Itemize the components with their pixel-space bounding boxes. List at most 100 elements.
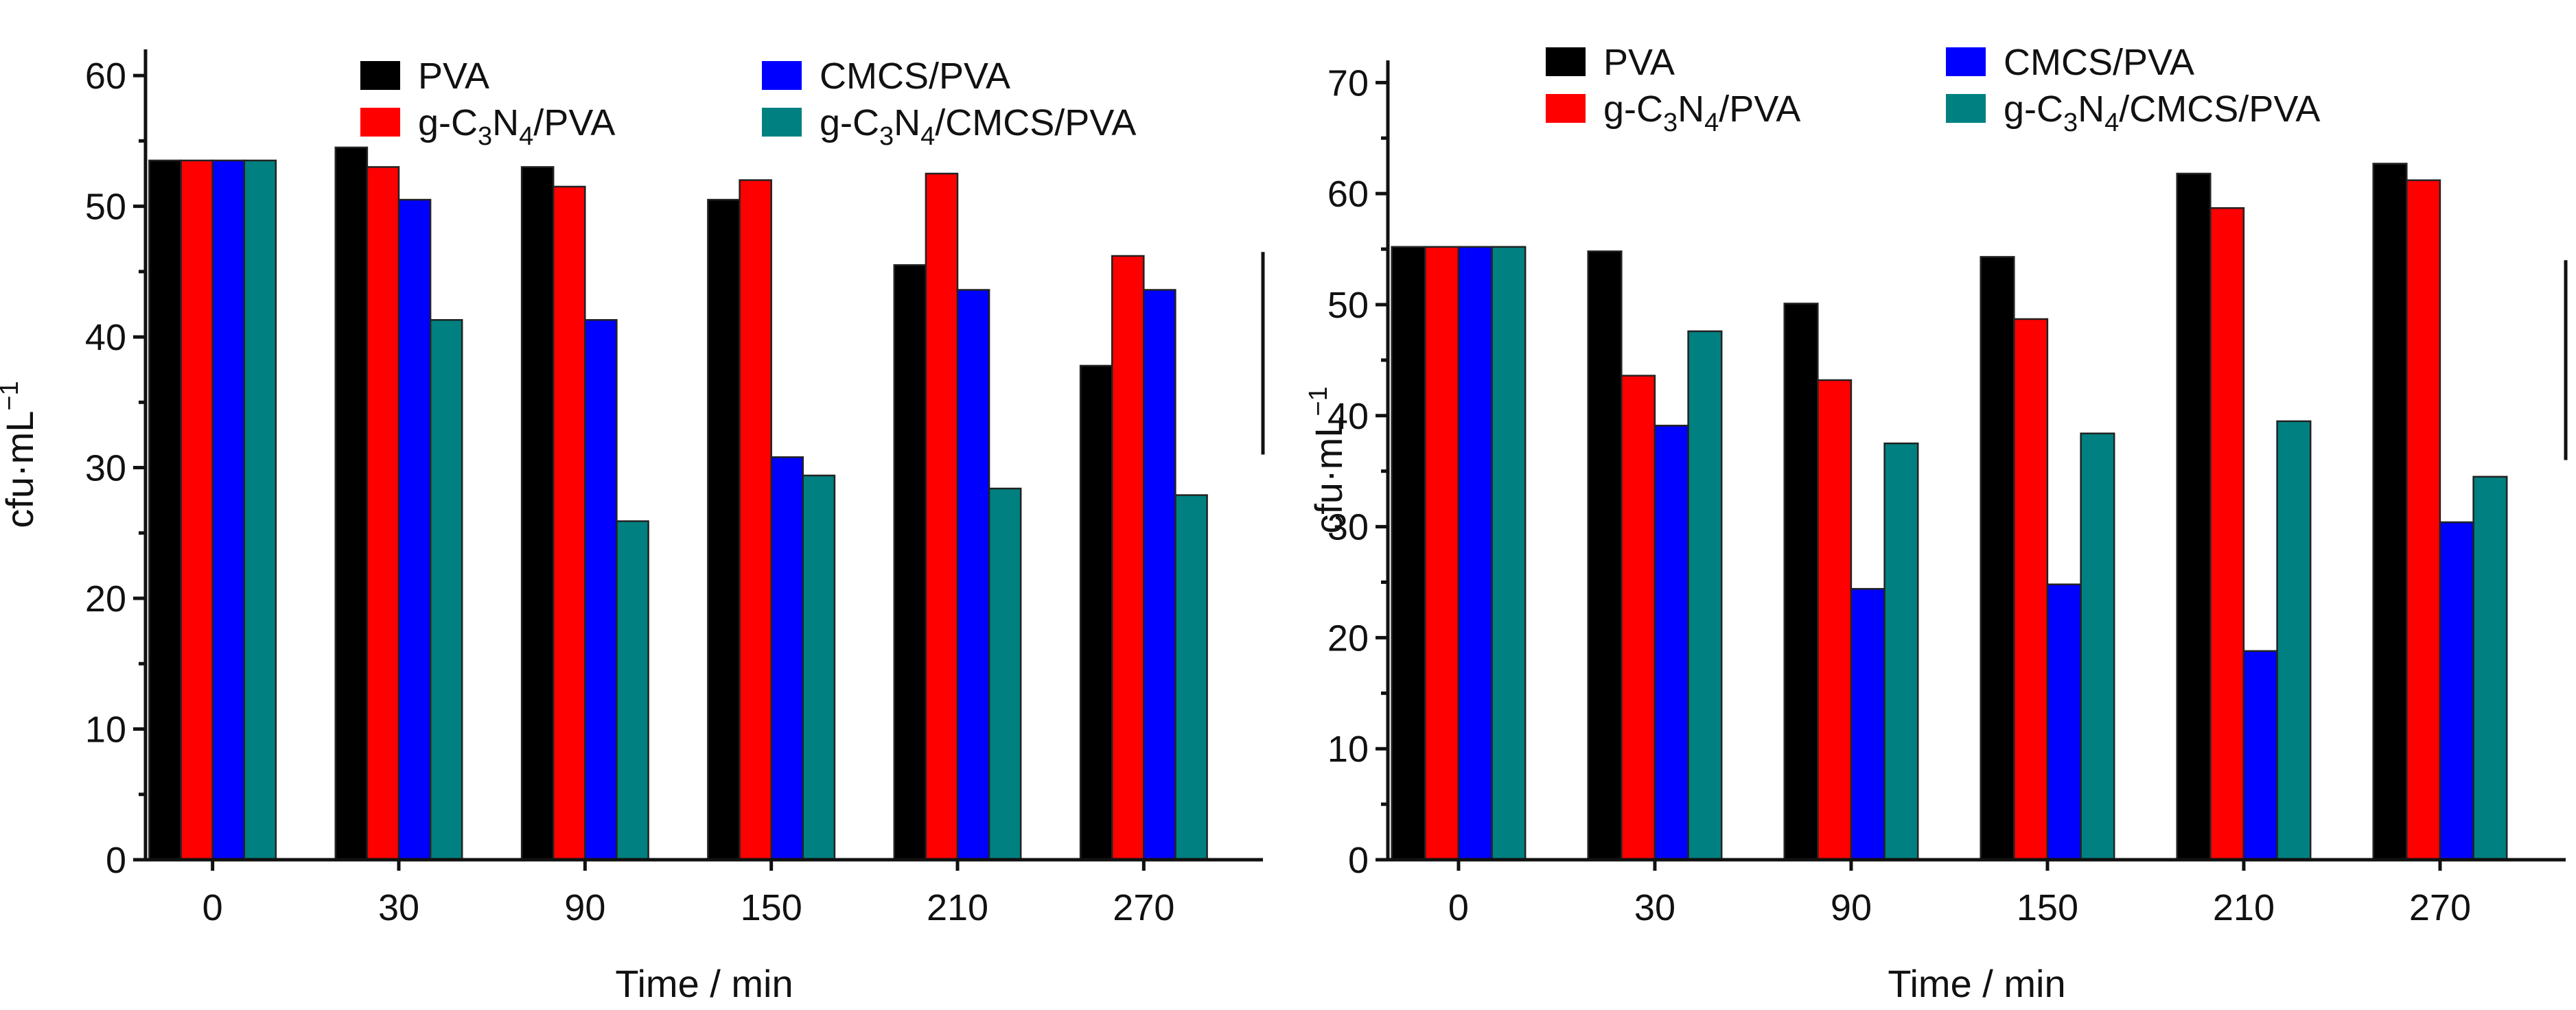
bar-g-c3n4-pva-30 xyxy=(1621,375,1656,861)
y-axis-title: cfu·mL−1 xyxy=(0,381,41,528)
legend-subscript: 4 xyxy=(920,122,935,151)
y-tick-label: 60 xyxy=(1327,174,1369,215)
bar-g-c3n4-cmcs-pva-90 xyxy=(616,520,649,861)
legend-text-part: /PVA xyxy=(533,102,615,143)
bar-pva-210 xyxy=(2176,172,2212,861)
bar-cmcs-pva-150 xyxy=(770,456,804,861)
legend-swatch xyxy=(360,108,400,137)
left-bar-chart: 0 10 20 30 40 50 60 0 30 90 150 210 270 Time / min cfu… xyxy=(0,49,1265,1005)
legend-text-part: N xyxy=(2078,89,2104,130)
x-tick-label: 90 xyxy=(1831,887,1872,928)
bar-g-c3n4-pva-150 xyxy=(2013,318,2049,861)
legend-swatch xyxy=(360,61,400,90)
y-tick-label: 50 xyxy=(85,187,126,228)
legend-swatch xyxy=(1946,94,1986,123)
legend-label: g-C3N4/CMCS/PVA xyxy=(2004,89,2320,137)
x-tick-label: 210 xyxy=(2213,887,2275,928)
bar-cmcs-pva-210 xyxy=(956,289,990,861)
legend-label: g-C3N4/PVA xyxy=(418,102,615,151)
bar-g-c3n4-pva-30 xyxy=(366,166,400,861)
y-tick-label: 20 xyxy=(85,578,126,620)
y-tick-label: 30 xyxy=(1327,507,1369,548)
legend-subscript: 4 xyxy=(1704,108,1719,137)
legend-text-part: CMCS/PVA xyxy=(2004,42,2194,83)
bar-g-c3n4-cmcs-pva-30 xyxy=(1687,330,1723,861)
legend-text-part: /PVA xyxy=(1719,89,1800,130)
bar-g-c3n4-pva-210 xyxy=(2209,207,2245,861)
legend-text-part: PVA xyxy=(1603,42,1675,83)
bar-g-c3n4-pva-90 xyxy=(1817,379,1853,861)
legend-swatch xyxy=(1946,47,1986,76)
bar-pva-90 xyxy=(520,166,555,861)
legend-text-part: g-C xyxy=(2004,89,2063,130)
legend-text-part: N xyxy=(492,102,519,143)
legend-text-part: PVA xyxy=(418,56,489,97)
bar-pva-150 xyxy=(1980,256,2015,861)
bar-cmcs-pva-90 xyxy=(1850,587,1885,861)
legend-label: g-C3N4/PVA xyxy=(1603,89,1800,137)
bar-pva-30 xyxy=(1587,250,1623,861)
bar-pva-30 xyxy=(334,146,369,861)
legend-label: CMCS/PVA xyxy=(2004,42,2194,83)
bar-pva-270 xyxy=(1079,364,1113,861)
y-tick-label: 0 xyxy=(106,840,126,881)
legend-swatch xyxy=(1546,47,1586,76)
legend-label: g-C3N4/CMCS/PVA xyxy=(820,102,1136,151)
bar-g-c3n4-cmcs-pva-150 xyxy=(2080,432,2115,861)
y-axis-title-superscript: −1 xyxy=(1304,386,1333,416)
x-tick-label: 0 xyxy=(202,887,223,928)
legend-subscript: 3 xyxy=(879,122,894,151)
y-tick-label: 70 xyxy=(1327,62,1369,104)
legend-swatch xyxy=(1546,94,1586,123)
legend-subscript: 4 xyxy=(519,122,533,151)
y-tick-label: 20 xyxy=(1327,618,1369,659)
x-tick-label: 90 xyxy=(564,887,605,928)
bar-g-c3n4-pva-270 xyxy=(2406,179,2441,861)
legend-subscript: 3 xyxy=(2063,108,2078,137)
y-tick-label: 40 xyxy=(1327,396,1369,437)
bar-cmcs-pva-210 xyxy=(2242,650,2278,861)
bar-cmcs-pva-270 xyxy=(2439,521,2474,861)
x-axis-title: Time / min xyxy=(1888,962,2065,1005)
bar-g-c3n4-cmcs-pva-270 xyxy=(1174,494,1208,861)
legend-text-part: N xyxy=(1678,89,1704,130)
y-tick-label: 50 xyxy=(1327,285,1369,326)
legend-text-part: /CMCS/PVA xyxy=(2119,89,2320,130)
bar-g-c3n4-cmcs-pva-210 xyxy=(988,487,1022,861)
bar-g-c3n4-cmcs-pva-150 xyxy=(802,474,836,861)
bar-pva-210 xyxy=(893,264,927,861)
bar-g-c3n4-pva-210 xyxy=(925,172,959,861)
x-tick-label: 270 xyxy=(2409,887,2471,928)
bar-g-c3n4-pva-150 xyxy=(739,179,772,861)
bar-g-c3n4-cmcs-pva-0 xyxy=(243,159,277,861)
bar-g-c3n4-cmcs-pva-270 xyxy=(2472,475,2508,861)
bar-cmcs-pva-0 xyxy=(1457,246,1493,861)
bar-pva-0 xyxy=(1391,246,1426,861)
bar-g-c3n4-cmcs-pva-90 xyxy=(1883,442,1919,861)
bar-pva-270 xyxy=(2372,163,2408,861)
legend-subscript: 3 xyxy=(1663,108,1678,137)
x-tick-label: 150 xyxy=(741,887,802,928)
legend-label: PVA xyxy=(418,56,489,97)
bar-cmcs-pva-270 xyxy=(1143,289,1176,861)
bar-cmcs-pva-30 xyxy=(397,198,432,861)
legend-text-part: N xyxy=(894,102,920,143)
bar-cmcs-pva-150 xyxy=(2046,583,2082,861)
legend-text-part: /CMCS/PVA xyxy=(935,102,1136,143)
bar-g-c3n4-cmcs-pva-0 xyxy=(1491,246,1527,861)
bar-g-c3n4-pva-0 xyxy=(180,159,213,861)
legend-text-part: g-C xyxy=(1603,89,1663,130)
y-tick-label: 30 xyxy=(85,448,126,489)
y-axis-title-superscript: −1 xyxy=(0,381,24,410)
bar-pva-90 xyxy=(1783,303,1819,861)
legend-text-part: CMCS/PVA xyxy=(820,56,1010,97)
x-tick-label: 0 xyxy=(1448,887,1469,928)
legend-label: CMCS/PVA xyxy=(820,56,1010,97)
legend-text-part: g-C xyxy=(820,102,879,143)
y-tick-label: 10 xyxy=(1327,729,1369,770)
bar-cmcs-pva-0 xyxy=(211,159,246,861)
legend-text-part: g-C xyxy=(418,102,478,143)
